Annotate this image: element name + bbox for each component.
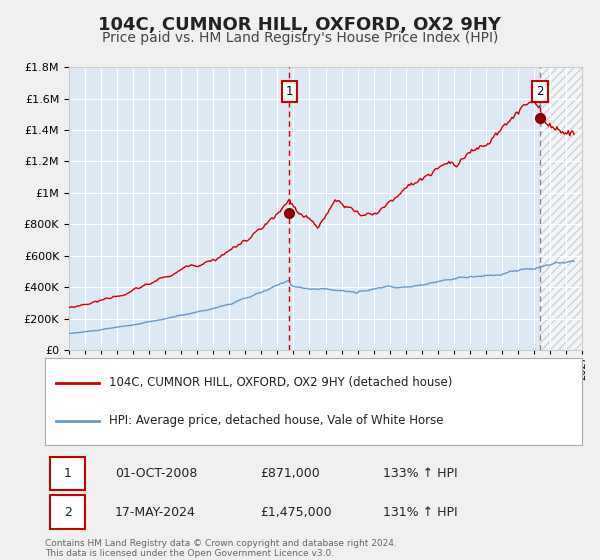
- Text: 17-MAY-2024: 17-MAY-2024: [115, 506, 196, 519]
- FancyBboxPatch shape: [50, 457, 85, 491]
- Text: 01-OCT-2008: 01-OCT-2008: [115, 467, 197, 480]
- Text: Price paid vs. HM Land Registry's House Price Index (HPI): Price paid vs. HM Land Registry's House …: [102, 30, 498, 45]
- Text: 1: 1: [286, 85, 293, 98]
- Text: 131% ↑ HPI: 131% ↑ HPI: [383, 506, 458, 519]
- Text: Contains HM Land Registry data © Crown copyright and database right 2024.
This d: Contains HM Land Registry data © Crown c…: [45, 539, 397, 558]
- Text: HPI: Average price, detached house, Vale of White Horse: HPI: Average price, detached house, Vale…: [109, 414, 444, 427]
- Text: 104C, CUMNOR HILL, OXFORD, OX2 9HY (detached house): 104C, CUMNOR HILL, OXFORD, OX2 9HY (deta…: [109, 376, 453, 389]
- Text: £871,000: £871,000: [260, 467, 320, 480]
- Text: 2: 2: [64, 506, 72, 519]
- Text: 1: 1: [64, 467, 72, 480]
- Text: 133% ↑ HPI: 133% ↑ HPI: [383, 467, 458, 480]
- Text: £1,475,000: £1,475,000: [260, 506, 331, 519]
- Text: 104C, CUMNOR HILL, OXFORD, OX2 9HY: 104C, CUMNOR HILL, OXFORD, OX2 9HY: [98, 16, 502, 34]
- FancyBboxPatch shape: [50, 495, 85, 529]
- Bar: [540, 67, 582, 350]
- Text: 2: 2: [536, 85, 544, 98]
